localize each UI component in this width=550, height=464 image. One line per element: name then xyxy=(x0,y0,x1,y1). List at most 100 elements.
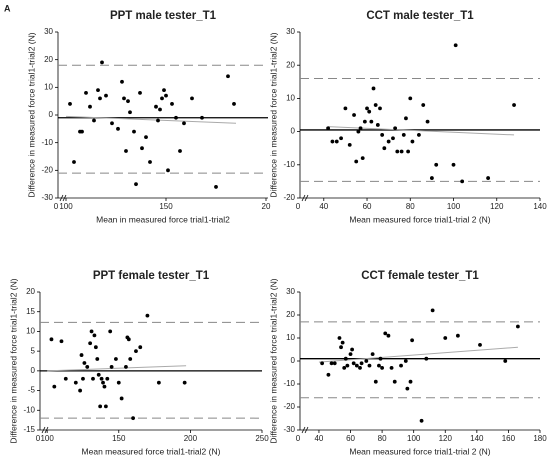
point xyxy=(399,363,403,368)
point xyxy=(378,106,382,111)
x-tick-label: 40 xyxy=(319,202,328,211)
point xyxy=(350,347,355,352)
point xyxy=(515,324,520,329)
point xyxy=(178,149,182,153)
point xyxy=(124,365,128,369)
y-axis-label: Difference in measured force trial1-tria… xyxy=(8,278,18,443)
point xyxy=(351,361,356,366)
point xyxy=(334,139,339,144)
y-tick-label: 0 xyxy=(291,127,296,136)
chart-title: PPT male tester_T1 xyxy=(110,10,217,22)
point xyxy=(486,176,491,180)
point xyxy=(89,329,94,334)
point xyxy=(352,113,356,117)
point xyxy=(63,376,68,381)
point xyxy=(370,352,375,356)
point xyxy=(434,162,439,167)
x-tick-label: 250 xyxy=(255,434,269,443)
x-tick-label: 20 xyxy=(262,202,271,211)
point xyxy=(52,384,57,389)
point xyxy=(365,106,369,111)
point xyxy=(182,121,186,126)
point xyxy=(408,96,413,101)
point xyxy=(386,139,391,144)
point xyxy=(424,356,429,361)
point xyxy=(92,118,96,123)
y-tick-label: 15 xyxy=(26,307,35,316)
point xyxy=(226,74,230,79)
point xyxy=(367,109,372,114)
point xyxy=(345,363,350,368)
point xyxy=(430,308,435,313)
point xyxy=(98,404,103,409)
y-tick-label: -5 xyxy=(28,386,36,395)
point xyxy=(156,380,161,385)
chart-title: CCT female tester_T1 xyxy=(361,270,479,282)
x-axis-label: Mean measured force trial1-trial 2 (N) xyxy=(349,446,490,456)
point xyxy=(98,96,102,101)
point xyxy=(160,96,164,101)
point xyxy=(68,102,72,106)
point xyxy=(134,182,138,187)
y-tick-label: -20 xyxy=(283,402,295,411)
point xyxy=(356,129,361,134)
regression-line xyxy=(328,126,515,136)
point xyxy=(326,126,331,131)
x-tick-label: 60 xyxy=(346,434,355,443)
point xyxy=(156,118,160,123)
point xyxy=(162,88,166,92)
point xyxy=(460,179,465,184)
point xyxy=(378,356,383,361)
point xyxy=(100,60,104,65)
point xyxy=(103,404,108,409)
x-break-label: 0 xyxy=(54,202,59,211)
y-tick-label: 30 xyxy=(44,27,53,36)
y-tick-label: 0 xyxy=(49,110,54,119)
x-tick-label: 180 xyxy=(533,434,547,443)
point xyxy=(79,353,84,357)
point xyxy=(330,139,335,144)
point xyxy=(405,386,410,391)
point xyxy=(371,86,376,91)
point xyxy=(119,396,124,401)
point xyxy=(96,88,100,92)
point xyxy=(342,366,347,370)
point xyxy=(88,341,93,346)
chart-title: PPT female tester_T1 xyxy=(93,270,210,282)
point xyxy=(348,352,353,356)
point xyxy=(364,359,369,363)
point xyxy=(138,345,143,350)
y-tick-label: 10 xyxy=(26,327,35,336)
point xyxy=(109,365,114,369)
point xyxy=(80,129,84,134)
point xyxy=(73,380,78,385)
point xyxy=(478,343,482,347)
point xyxy=(105,376,110,381)
point xyxy=(95,357,100,361)
axis-break xyxy=(59,194,67,202)
point xyxy=(401,133,406,137)
point xyxy=(326,372,331,377)
point xyxy=(343,106,348,111)
regression-line xyxy=(47,365,187,372)
point xyxy=(82,361,87,365)
point xyxy=(59,339,64,344)
x-tick-label: 160 xyxy=(502,434,516,443)
x-tick-label: 80 xyxy=(406,202,415,211)
point xyxy=(104,93,108,98)
point xyxy=(503,359,508,363)
point xyxy=(429,176,434,180)
point xyxy=(332,361,337,366)
point xyxy=(166,168,170,173)
point xyxy=(182,380,187,385)
point xyxy=(399,149,404,154)
point xyxy=(148,160,152,164)
point xyxy=(403,359,408,363)
chart-title: CCT male tester_T1 xyxy=(366,10,474,22)
point xyxy=(190,96,194,101)
x-tick-label: 100 xyxy=(40,434,54,443)
x-break-label: 0 xyxy=(296,434,301,443)
point xyxy=(389,366,394,370)
point xyxy=(84,90,88,95)
point xyxy=(417,133,421,137)
